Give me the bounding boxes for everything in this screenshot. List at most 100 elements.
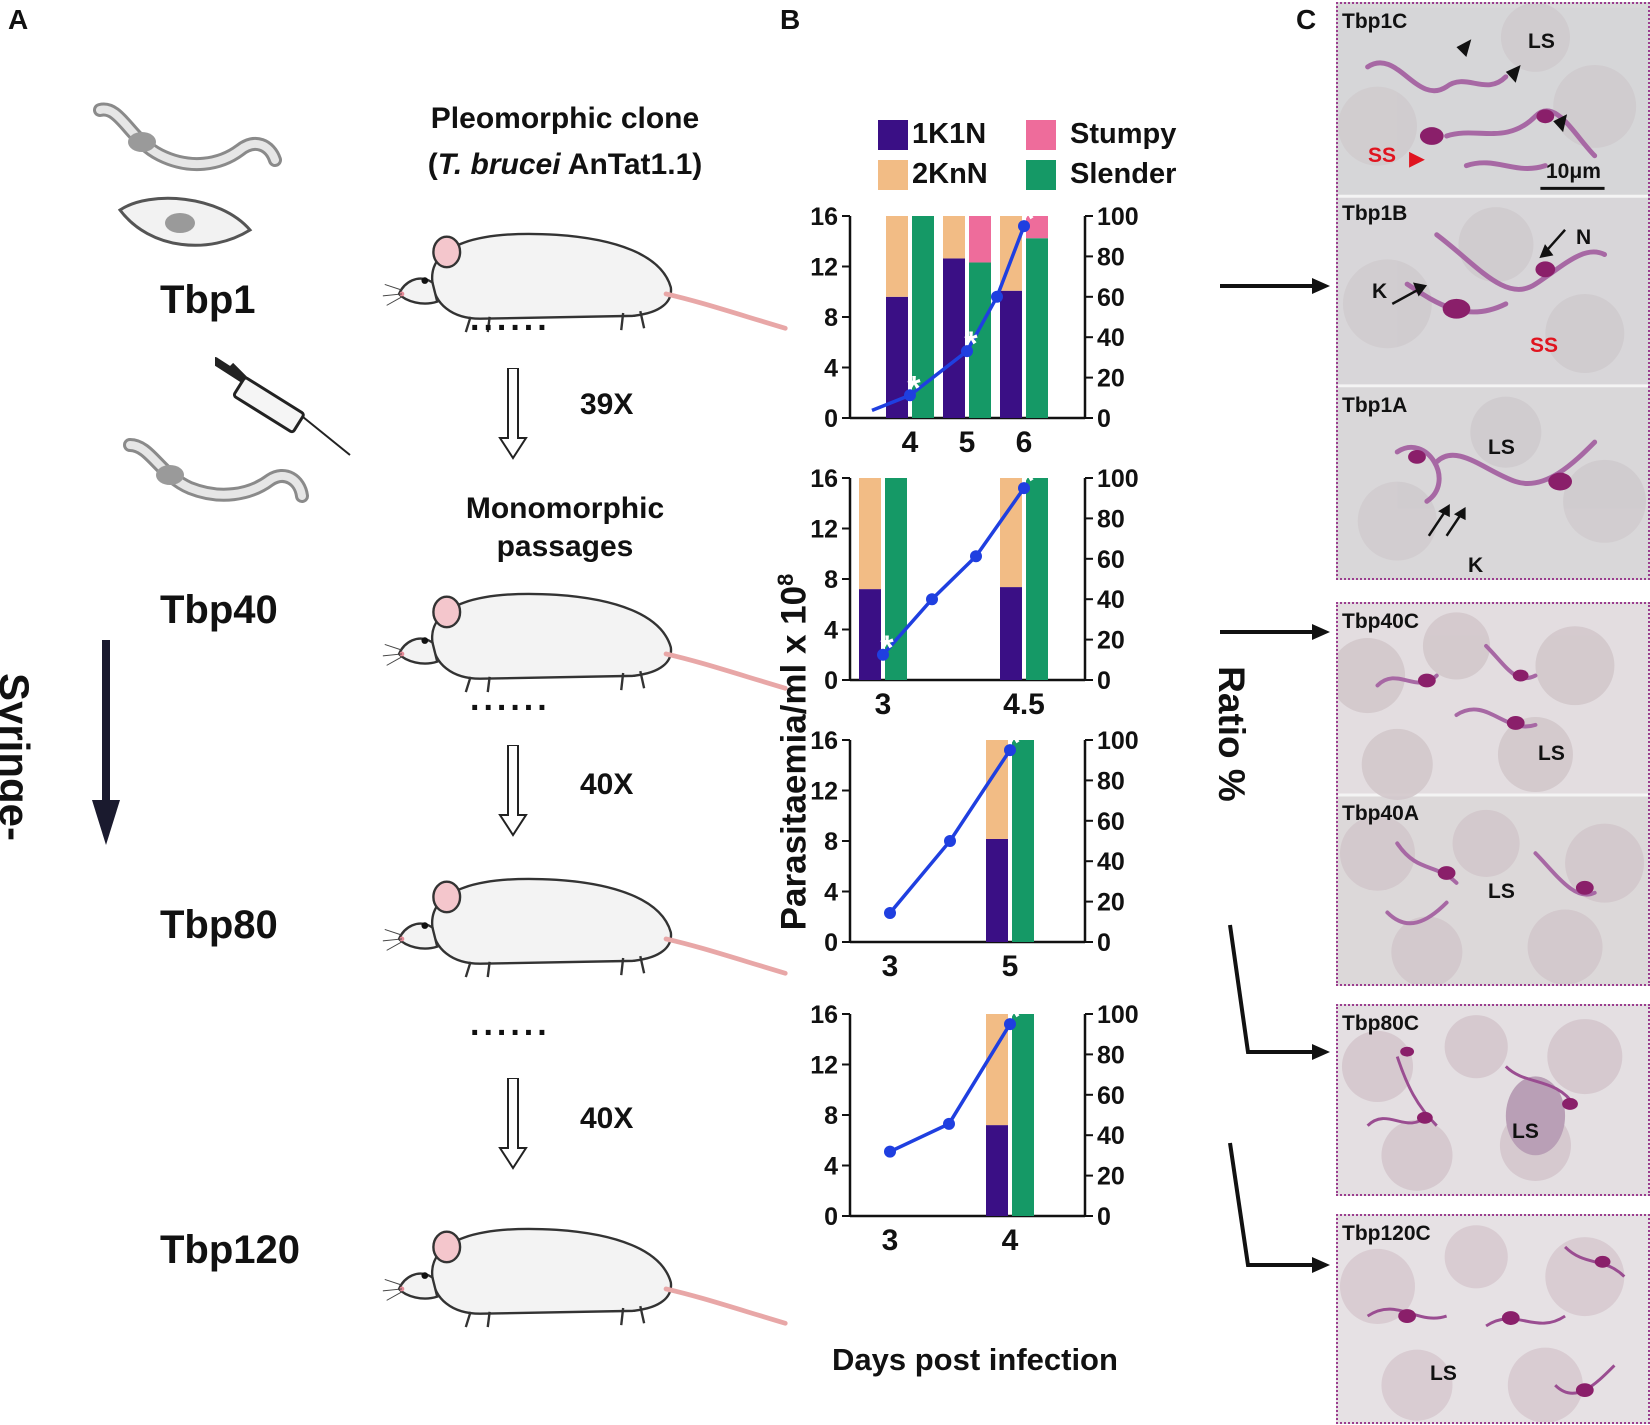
hollow-down-arrow-icon	[498, 1078, 528, 1170]
ellipsis-dots: ......	[470, 680, 551, 718]
micrograph-label: Tbp120C	[1342, 1222, 1431, 1245]
y-right-tick-label: 40	[1097, 1122, 1125, 1150]
parasitaemia-point	[1004, 744, 1016, 757]
micrograph-tbp80	[1341, 1015, 1623, 1191]
monomorphic-passages-title: Monomorphic passages	[465, 492, 665, 563]
y-tick-label: 4	[824, 355, 838, 383]
annotation-ls: LS	[1528, 30, 1555, 53]
ellipsis-dots: ......	[470, 300, 551, 338]
y-right-tick-label: 20	[1097, 889, 1125, 917]
x-tick-label: 3	[882, 1224, 899, 1257]
micrograph-label: Tbp1B	[1342, 202, 1408, 225]
y-tick-label: 8	[824, 566, 838, 594]
y-tick-label: 12	[810, 1052, 838, 1080]
legend-swatch	[1026, 120, 1056, 150]
trypanosome-monomorphic-drawing	[123, 438, 309, 503]
bar-slender	[1012, 740, 1034, 942]
strain-name: AnTat1.1)	[560, 148, 703, 181]
y-tick-label: 8	[824, 304, 838, 332]
stage-label-tbp40: Tbp40	[160, 588, 278, 632]
annotation-ss: SS	[1368, 144, 1397, 167]
y-right-tick-label: 100	[1097, 203, 1139, 231]
bar-slender	[912, 216, 934, 418]
y-right-tick-label: 20	[1097, 627, 1125, 655]
parasitaemia-point	[944, 835, 956, 847]
y-right-tick-label: 60	[1097, 546, 1125, 574]
parasitaemia-point	[970, 550, 982, 563]
y-tick-label: 16	[810, 203, 838, 231]
parasitaemia-point	[877, 648, 889, 661]
bar-slender	[1026, 478, 1048, 680]
panel-letter-b: B	[780, 4, 801, 35]
bar-slender	[969, 262, 991, 418]
mouse-illustration	[380, 855, 790, 1000]
significance-star: *	[907, 369, 921, 407]
y-tick-label: 4	[824, 617, 838, 645]
y-tick-label: 0	[824, 1203, 838, 1231]
mouse-illustration	[380, 570, 790, 715]
x-tick-label: 3	[882, 950, 899, 983]
parasitaemia-point	[926, 593, 938, 606]
syringe-passaging-label: Syringe-passaging	[0, 672, 38, 842]
passage-count: 40X	[580, 768, 634, 801]
hollow-down-arrow-icon	[498, 745, 528, 837]
stage-label-tbp1: Tbp1	[160, 278, 256, 322]
parasitaemia-line	[881, 487, 1026, 656]
legend-swatch	[878, 120, 908, 150]
significance-star: *	[1007, 998, 1021, 1036]
y-right-tick-label: 80	[1097, 505, 1125, 533]
y-tick-label: 16	[810, 727, 838, 755]
pleomorphic-clone-title: Pleomorphic clone	[430, 102, 700, 135]
legend-label: 2KnN	[912, 158, 988, 190]
annotation-ls: LS	[1488, 880, 1515, 903]
panel-letter-c: C	[1296, 4, 1317, 35]
significance-star: *	[1021, 200, 1035, 238]
micrograph-tbp40	[1338, 606, 1648, 984]
bar-slender	[885, 478, 907, 680]
y-right-tick-label: 40	[1097, 586, 1125, 614]
significance-star: *	[880, 629, 894, 667]
panel-letter-a: A	[8, 4, 29, 35]
y-tick-label: 12	[810, 516, 838, 544]
micrograph-label: Tbp1C	[1342, 10, 1408, 33]
legend-swatch	[878, 160, 908, 190]
x-tick-label: 4	[1002, 1224, 1019, 1257]
parasitaemia-point	[884, 906, 896, 919]
x-tick-label: 4	[902, 426, 919, 459]
legend-swatch	[1026, 160, 1056, 190]
stage-label-tbp120: Tbp120	[160, 1228, 301, 1272]
parasitaemia-point	[1018, 220, 1030, 233]
pleomorphic-strain: (T. brucei AnTat1.1)	[340, 148, 790, 182]
significance-star: *	[964, 325, 978, 363]
micrograph-label: Tbp1A	[1342, 394, 1408, 417]
y-right-tick-label: 80	[1097, 243, 1125, 271]
y-right-tick-label: 0	[1097, 929, 1111, 957]
stage-label-tbp80: Tbp80	[160, 903, 278, 947]
y-right-tick-label: 100	[1097, 1001, 1139, 1029]
y-right-tick-label: 40	[1097, 324, 1125, 352]
species-name: T. brucei	[437, 148, 561, 181]
parasitaemia-point	[904, 389, 916, 402]
micrograph-label: Tbp40C	[1342, 610, 1420, 633]
micrograph-tbp1	[1338, 4, 1648, 578]
y-tick-label: 16	[810, 1001, 838, 1029]
parasitaemia-point	[943, 1117, 955, 1130]
x-tick-label: 6	[1016, 426, 1033, 459]
annotation-n: N	[1576, 226, 1592, 249]
bar-2knn	[859, 478, 881, 590]
syringe-icon	[215, 357, 351, 456]
y-right-tick-label: 0	[1097, 405, 1111, 433]
significance-star: *	[1007, 724, 1021, 762]
bar-1k1n	[1000, 587, 1022, 680]
y-right-tick-label: 60	[1097, 1082, 1125, 1110]
bar-1k1n	[1000, 290, 1022, 418]
bar-1k1n	[986, 1125, 1008, 1216]
y-tick-label: 8	[824, 1102, 838, 1130]
mouse-illustration	[380, 210, 790, 355]
annotation-ls: LS	[1488, 436, 1515, 459]
y-right-tick-label: 20	[1097, 1163, 1125, 1191]
bar-slender	[1026, 238, 1048, 418]
y-tick-label: 0	[824, 929, 838, 957]
y-right-tick-label: 20	[1097, 365, 1125, 393]
